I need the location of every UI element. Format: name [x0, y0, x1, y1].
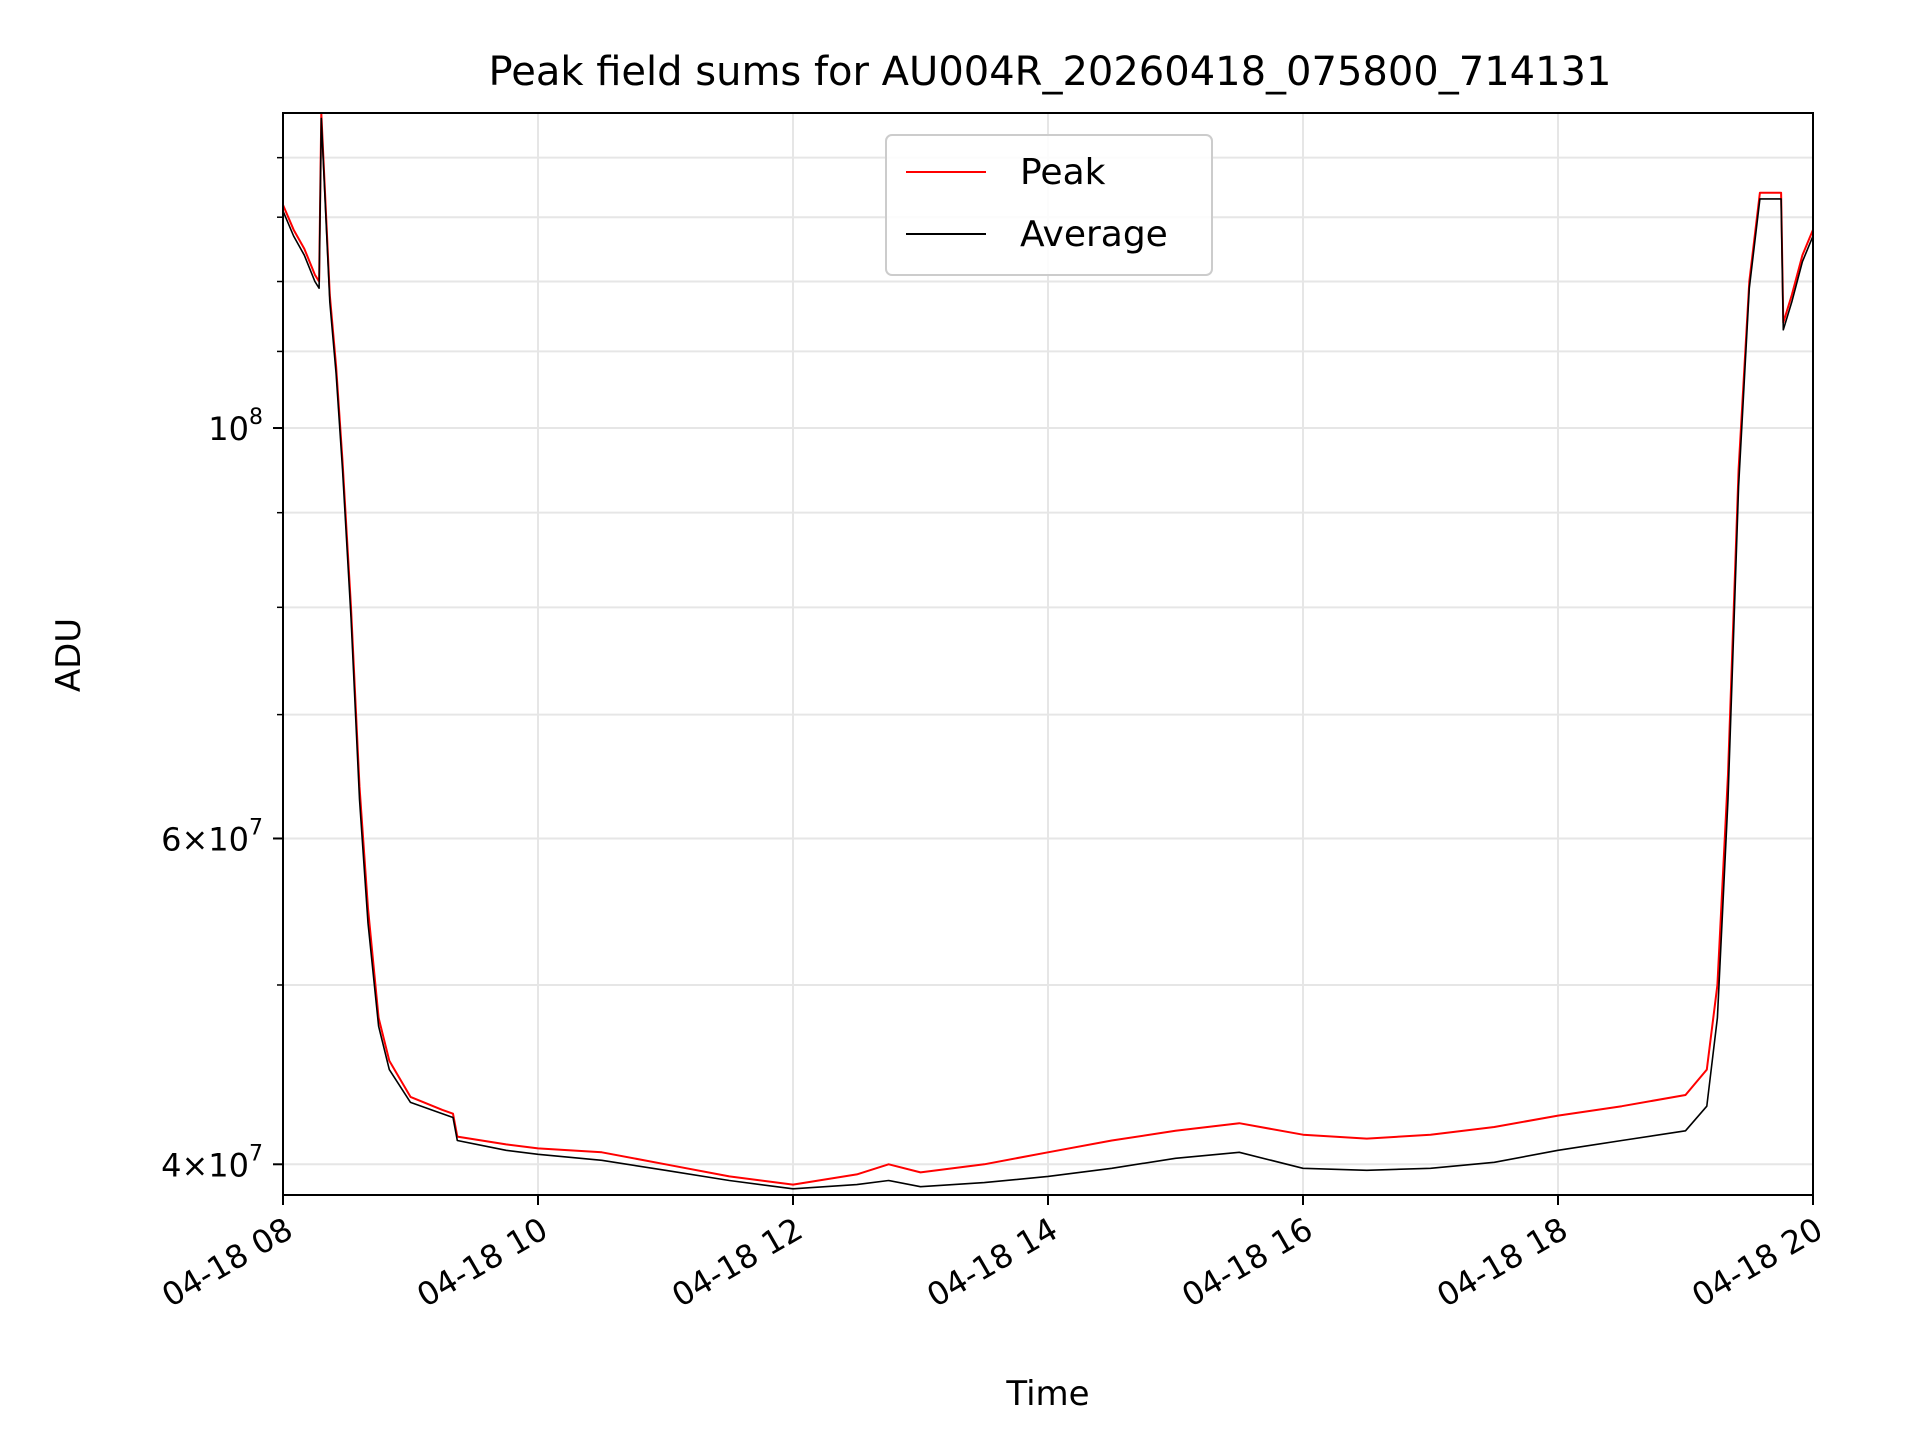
legend-label-peak: Peak	[1020, 152, 1106, 193]
legend: Peak Average	[885, 134, 1213, 276]
y-tick-mantissa: 4	[161, 1146, 181, 1184]
y-tick-label: 4×107	[161, 1141, 263, 1184]
y-axis-label: ADU	[49, 618, 89, 692]
x-axis-label: Time	[1005, 1374, 1089, 1414]
series-group	[282, 112, 1814, 1190]
y-tick-exponent: 8	[249, 405, 263, 430]
y-tick-label: 108	[208, 405, 263, 448]
y-axis: 4×107 6×107 108	[161, 156, 283, 1184]
chart-title: Peak field sums for AU004R_20260418_0758…	[489, 49, 1612, 95]
y-tick-exponent: 7	[249, 1141, 263, 1166]
series-line-average	[282, 117, 1814, 1190]
y-tick-exponent: 7	[249, 815, 263, 840]
y-tick-mantissa: 6	[161, 820, 181, 858]
legend-box	[885, 134, 1213, 276]
legend-label-average: Average	[1020, 214, 1168, 255]
y-tick-label: 6×107	[161, 815, 263, 858]
